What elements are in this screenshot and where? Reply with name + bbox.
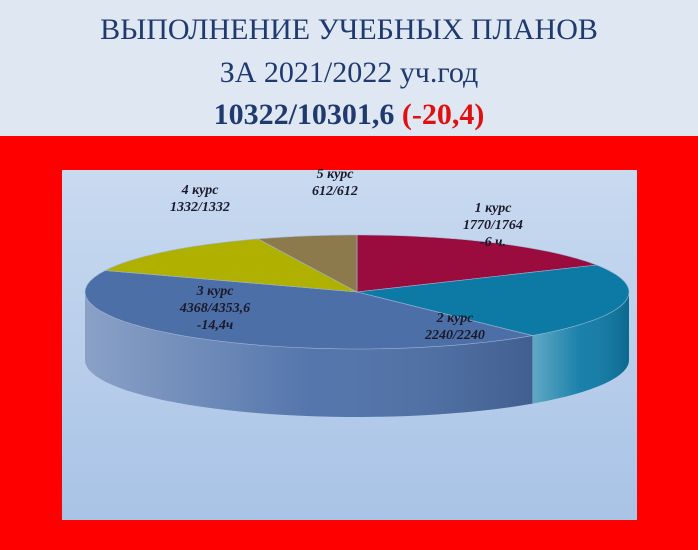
slice-label: 2240/2240	[424, 328, 485, 343]
title-line: ВЫПОЛНЕНИЕ УЧЕБНЫХ ПЛАНОВ	[100, 13, 598, 46]
slice-label: 1332/1332	[170, 200, 230, 215]
slice-label: 4368/4353,6	[179, 301, 250, 316]
slice-label: 1770/1764	[463, 218, 523, 233]
slice-side-shade	[85, 292, 533, 417]
slice-label: 612/612	[312, 184, 358, 199]
total-line: 10322/10301,6 (-20,4)	[214, 98, 485, 131]
slice-label: -6 ч.	[480, 235, 506, 250]
slice-label: 3 курс	[196, 284, 235, 299]
slice-label: -14,4ч	[197, 318, 234, 333]
slice	[256, 234, 358, 293]
slice-side-shade	[532, 292, 629, 404]
header-bg	[0, 0, 698, 136]
difference: (-20,4)	[402, 98, 484, 131]
total: 10322/10301,6	[214, 98, 395, 131]
slice-label: 1 курс	[475, 201, 513, 216]
slice	[84, 270, 533, 350]
title-line: ЗА 2021/2022 уч.год	[220, 56, 479, 89]
slice	[356, 234, 597, 293]
slice-label: 5 курс	[317, 167, 355, 182]
slice-label: 2 курс	[436, 311, 475, 326]
slice-label: 4 курс	[181, 183, 220, 198]
pie: 1 курс 1770/1764 -6 ч. 2 курс 2240/2240 3 кур…	[84, 167, 630, 417]
slice	[104, 238, 358, 293]
slice	[356, 264, 630, 336]
